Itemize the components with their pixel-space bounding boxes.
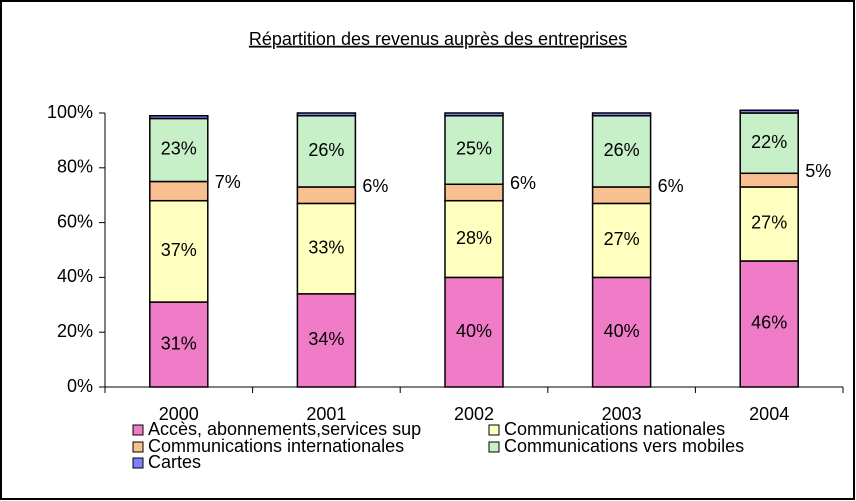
y-tick-label: 0% [67, 376, 93, 396]
data-label: 6% [362, 176, 388, 196]
bar-segment [149, 199, 209, 303]
bar-segment [739, 260, 799, 388]
data-label: 33% [308, 237, 344, 257]
data-label: 22% [751, 132, 787, 152]
bar-segment [149, 117, 209, 183]
legend-swatch [132, 424, 144, 436]
y-tick-label: 80% [57, 157, 93, 177]
data-label: 6% [510, 173, 536, 193]
legend-swatch [132, 441, 144, 453]
bar-segment [444, 112, 504, 117]
x-tick-label: 2003 [602, 404, 642, 424]
data-label: 26% [604, 140, 640, 160]
data-label: 26% [308, 140, 344, 160]
y-tick-label: 40% [57, 266, 93, 286]
legend-label: Communications internationales [148, 436, 404, 456]
bar-segment [739, 109, 799, 114]
x-tick-label: 2000 [159, 404, 199, 424]
data-label: 23% [161, 139, 197, 159]
legend-label: Accès, abonnements,services sup [148, 419, 421, 439]
data-label: 5% [805, 161, 831, 181]
legend-swatch [488, 424, 500, 436]
bar-segment [591, 202, 652, 279]
data-label: 6% [658, 176, 684, 196]
bar-segment [591, 186, 652, 205]
legend-label: Cartes [148, 452, 201, 472]
legend-swatch [488, 441, 500, 453]
bar-segment [296, 114, 357, 188]
x-tick-label: 2001 [306, 404, 346, 424]
data-label: 46% [751, 313, 787, 333]
data-label: 40% [456, 321, 492, 341]
y-tick-label: 20% [57, 321, 93, 341]
bar-segment [444, 276, 504, 388]
bar-segment [444, 199, 504, 279]
data-label: 27% [604, 229, 640, 249]
bar-segment [149, 301, 209, 388]
x-tick-label: 2002 [454, 404, 494, 424]
bar-segment [296, 202, 357, 295]
bar-segment [149, 114, 209, 120]
bar-segment [444, 183, 504, 202]
bar-segment [739, 172, 799, 188]
bar-segment [591, 114, 652, 188]
data-label: 27% [751, 213, 787, 233]
legend-swatch [132, 457, 144, 469]
x-tick-label: 2004 [749, 404, 789, 424]
bar-segment [591, 112, 652, 117]
data-label: 37% [161, 240, 197, 260]
data-label: 25% [456, 139, 492, 159]
y-tick-label: 100% [47, 102, 93, 122]
chart-title: Répartition des revenus auprès des entre… [249, 29, 627, 49]
bar-segment [149, 180, 209, 202]
legend-label: Communications nationales [504, 419, 725, 439]
data-label: 28% [456, 228, 492, 248]
data-label: 34% [308, 329, 344, 349]
data-label: 40% [604, 321, 640, 341]
bar-segment [296, 186, 357, 205]
data-label: 7% [215, 172, 241, 192]
bar-segment [444, 114, 504, 185]
bar-segment [591, 276, 652, 388]
y-tick-label: 60% [57, 211, 93, 231]
bar-segment [296, 112, 357, 117]
legend-label: Communications vers mobiles [504, 436, 744, 456]
bar-segment [296, 293, 357, 388]
data-label: 31% [161, 333, 197, 353]
